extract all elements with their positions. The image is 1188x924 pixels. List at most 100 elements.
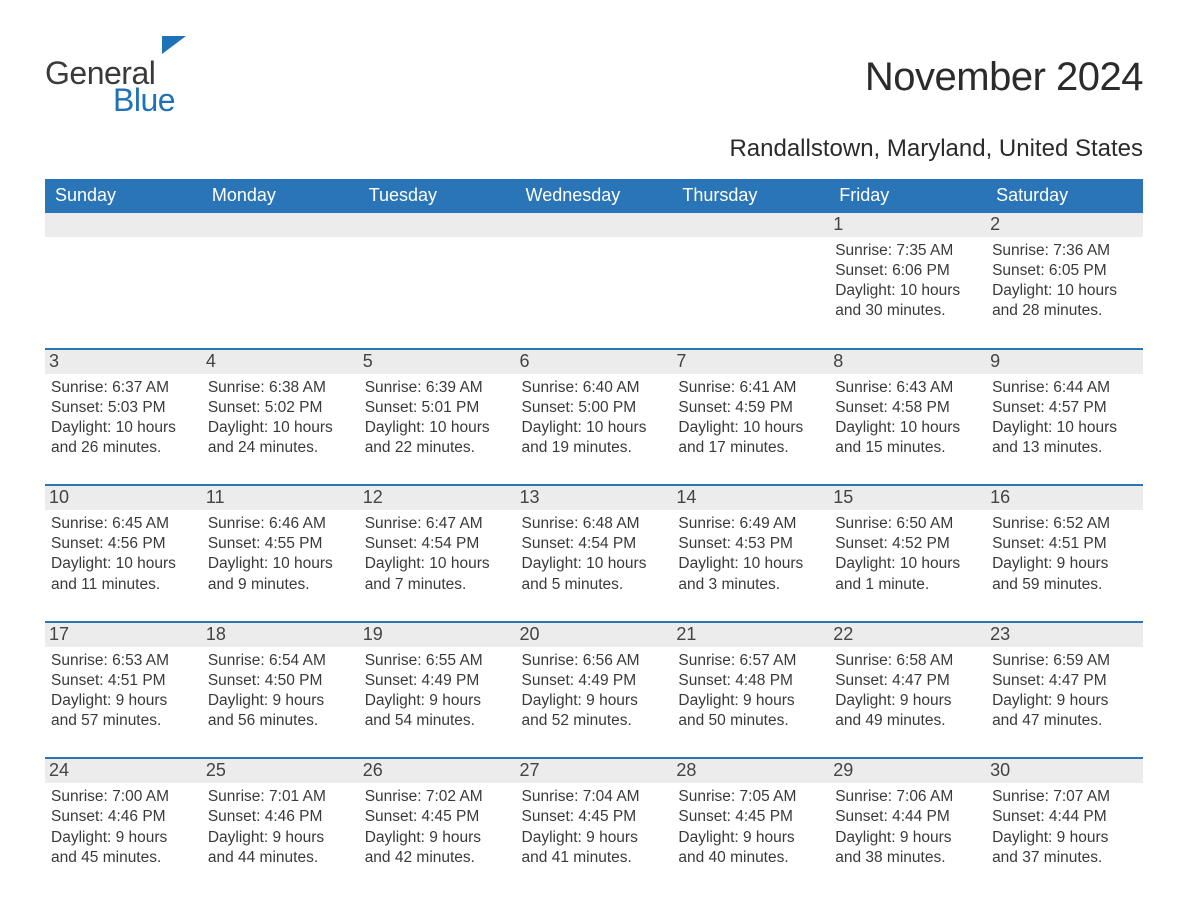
day-number [202,213,359,237]
daylight-line-2: and 40 minutes. [678,848,823,868]
day-number: 29 [829,759,986,783]
day-details: Sunrise: 6:54 AMSunset: 4:50 PMDaylight:… [208,651,353,732]
sunrise-line: Sunrise: 6:50 AM [835,514,980,534]
sunrise-line: Sunrise: 6:37 AM [51,378,196,398]
day-details: Sunrise: 7:04 AMSunset: 4:45 PMDaylight:… [522,787,667,868]
sunset-line: Sunset: 6:05 PM [992,261,1137,281]
weekday-friday: Friday [829,179,986,213]
calendar-cell: 26Sunrise: 7:02 AMSunset: 4:45 PMDayligh… [359,758,516,894]
calendar-cell: 7Sunrise: 6:41 AMSunset: 4:59 PMDaylight… [672,349,829,486]
daylight-line-1: Daylight: 10 hours [51,554,196,574]
calendar-cell: 10Sunrise: 6:45 AMSunset: 4:56 PMDayligh… [45,485,202,622]
daylight-line-2: and 56 minutes. [208,711,353,731]
day-details: Sunrise: 6:41 AMSunset: 4:59 PMDaylight:… [678,378,823,459]
day-number: 25 [202,759,359,783]
calendar-cell [516,213,673,349]
logo: General Blue [45,55,188,129]
day-number: 26 [359,759,516,783]
sunrise-line: Sunrise: 6:59 AM [992,651,1137,671]
day-details: Sunrise: 6:57 AMSunset: 4:48 PMDaylight:… [678,651,823,732]
sunset-line: Sunset: 5:00 PM [522,398,667,418]
day-details: Sunrise: 6:55 AMSunset: 4:49 PMDaylight:… [365,651,510,732]
calendar-cell: 30Sunrise: 7:07 AMSunset: 4:44 PMDayligh… [986,758,1143,894]
day-number: 30 [986,759,1143,783]
location-subtitle: Randallstown, Maryland, United States [45,135,1143,163]
daylight-line-1: Daylight: 9 hours [365,691,510,711]
weekday-sunday: Sunday [45,179,202,213]
sunrise-line: Sunrise: 6:55 AM [365,651,510,671]
sunset-line: Sunset: 4:47 PM [992,671,1137,691]
sunset-line: Sunset: 4:46 PM [208,807,353,827]
sunrise-line: Sunrise: 6:45 AM [51,514,196,534]
day-details: Sunrise: 7:00 AMSunset: 4:46 PMDaylight:… [51,787,196,868]
sunrise-line: Sunrise: 7:05 AM [678,787,823,807]
day-details: Sunrise: 6:44 AMSunset: 4:57 PMDaylight:… [992,378,1137,459]
daylight-line-1: Daylight: 9 hours [522,828,667,848]
calendar-body: 1Sunrise: 7:35 AMSunset: 6:06 PMDaylight… [45,213,1143,894]
day-details: Sunrise: 6:37 AMSunset: 5:03 PMDaylight:… [51,378,196,459]
daylight-line-1: Daylight: 9 hours [208,828,353,848]
weekday-saturday: Saturday [986,179,1143,213]
sunset-line: Sunset: 4:49 PM [365,671,510,691]
sunset-line: Sunset: 4:46 PM [51,807,196,827]
sunset-line: Sunset: 4:48 PM [678,671,823,691]
daylight-line-2: and 9 minutes. [208,575,353,595]
daylight-line-2: and 15 minutes. [835,438,980,458]
calendar-cell: 14 Sunrise: 6:49 AMSunset: 4:53 PMDayligh… [672,485,829,622]
day-details: Sunrise: 6:45 AMSunset: 4:56 PMDaylight:… [51,514,196,595]
day-number: 17 [45,623,202,647]
daylight-line-1: Daylight: 10 hours [522,418,667,438]
sunrise-line: Sunrise: 6:43 AM [835,378,980,398]
daylight-line-1: Daylight: 9 hours [208,691,353,711]
daylight-line-2: and 47 minutes. [992,711,1137,731]
daylight-line-2: and 45 minutes. [51,848,196,868]
day-number: 9 [986,350,1143,374]
day-number: 4 [202,350,359,374]
sunset-line: Sunset: 4:53 PM [678,534,823,554]
calendar-cell [672,213,829,349]
day-number: 13 [516,486,673,510]
sunset-line: Sunset: 4:54 PM [522,534,667,554]
daylight-line-1: Daylight: 10 hours [835,281,980,301]
daylight-line-1: Daylight: 10 hours [678,418,823,438]
day-details: Sunrise: 6:56 AMSunset: 4:49 PMDaylight:… [522,651,667,732]
daylight-line-2: and 11 minutes. [51,575,196,595]
daylight-line-2: and 44 minutes. [208,848,353,868]
daylight-line-2: and 50 minutes. [678,711,823,731]
day-details: Sunrise: 7:06 AMSunset: 4:44 PMDaylight:… [835,787,980,868]
daylight-line-2: and 38 minutes. [835,848,980,868]
calendar-week-row: 17Sunrise: 6:53 AMSunset: 4:51 PMDayligh… [45,622,1143,759]
daylight-line-2: and 7 minutes. [365,575,510,595]
sunrise-line: Sunrise: 6:52 AM [992,514,1137,534]
calendar-cell: 6Sunrise: 6:40 AMSunset: 5:00 PMDaylight… [516,349,673,486]
calendar-cell: 15Sunrise: 6:50 AMSunset: 4:52 PMDayligh… [829,485,986,622]
calendar-cell: 25Sunrise: 7:01 AMSunset: 4:46 PMDayligh… [202,758,359,894]
sunrise-line: Sunrise: 6:39 AM [365,378,510,398]
day-details: Sunrise: 6:52 AMSunset: 4:51 PMDaylight:… [992,514,1137,595]
calendar-cell: 5Sunrise: 6:39 AMSunset: 5:01 PMDaylight… [359,349,516,486]
day-number: 15 [829,486,986,510]
daylight-line-1: Daylight: 9 hours [835,828,980,848]
daylight-line-2: and 54 minutes. [365,711,510,731]
day-number: 14 [672,486,829,510]
sunrise-line: Sunrise: 7:07 AM [992,787,1137,807]
daylight-line-2: and 52 minutes. [522,711,667,731]
sunset-line: Sunset: 4:44 PM [835,807,980,827]
sunrise-line: Sunrise: 7:35 AM [835,241,980,261]
day-details: Sunrise: 6:40 AMSunset: 5:00 PMDaylight:… [522,378,667,459]
day-details: Sunrise: 6:48 AMSunset: 4:54 PMDaylight:… [522,514,667,595]
daylight-line-1: Daylight: 9 hours [51,691,196,711]
day-details: Sunrise: 6:49 AMSunset: 4:53 PMDaylight:… [678,514,823,595]
sunrise-line: Sunrise: 7:06 AM [835,787,980,807]
sunset-line: Sunset: 4:47 PM [835,671,980,691]
daylight-line-2: and 59 minutes. [992,575,1137,595]
day-details: Sunrise: 7:35 AMSunset: 6:06 PMDaylight:… [835,241,980,322]
calendar-cell: 17Sunrise: 6:53 AMSunset: 4:51 PMDayligh… [45,622,202,759]
sunrise-line: Sunrise: 6:46 AM [208,514,353,534]
daylight-line-1: Daylight: 9 hours [51,828,196,848]
day-number [45,213,202,237]
calendar-cell: 20Sunrise: 6:56 AMSunset: 4:49 PMDayligh… [516,622,673,759]
daylight-line-2: and 42 minutes. [365,848,510,868]
daylight-line-1: Daylight: 10 hours [365,418,510,438]
daylight-line-1: Daylight: 10 hours [992,281,1137,301]
